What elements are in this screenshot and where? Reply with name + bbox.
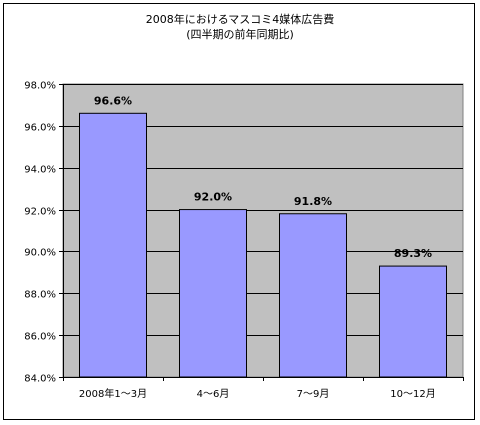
y-tick-label: 84.0% [24, 374, 56, 385]
data-label: 89.3% [394, 247, 432, 260]
x-axis-ticks: 2008年1～3月 4～6月 7～9月 10～12月 [63, 377, 464, 400]
data-label: 96.6% [94, 94, 132, 107]
data-label: 91.8% [294, 195, 332, 208]
y-tick-label: 98.0% [24, 81, 56, 92]
data-label: 92.0% [194, 191, 232, 204]
y-tick-label: 88.0% [24, 290, 56, 301]
chart-subtitle: (四半期の前年同期比) [186, 28, 294, 41]
y-tick-label: 92.0% [24, 207, 56, 218]
y-tick-label: 96.0% [24, 123, 56, 134]
chart-title-block: 2008年におけるマスコミ4媒体広告費 (四半期の前年同期比) [0, 12, 480, 42]
y-axis-ticks: 84.0% 86.0% 88.0% 90.0% 92.0% 94.0% 96.0% 98.0% [24, 81, 63, 385]
y-tick-label: 94.0% [24, 165, 56, 176]
y-tick-label: 86.0% [24, 332, 56, 343]
bar [79, 112, 147, 378]
x-tick-label: 7～9月 [297, 388, 330, 400]
x-tick-label: 4～6月 [197, 388, 230, 400]
data-labels: 96.6% 92.0% 91.8% 89.3% [94, 94, 432, 260]
chart-title: 2008年におけるマスコミ4媒体広告費 [145, 13, 335, 26]
bar [379, 265, 447, 378]
x-tick-label: 2008年1～3月 [79, 387, 147, 400]
bar [279, 213, 347, 378]
y-tick-label: 90.0% [24, 248, 56, 259]
bars [79, 112, 447, 378]
bar [179, 209, 247, 378]
x-tick-label: 10～12月 [390, 388, 435, 400]
